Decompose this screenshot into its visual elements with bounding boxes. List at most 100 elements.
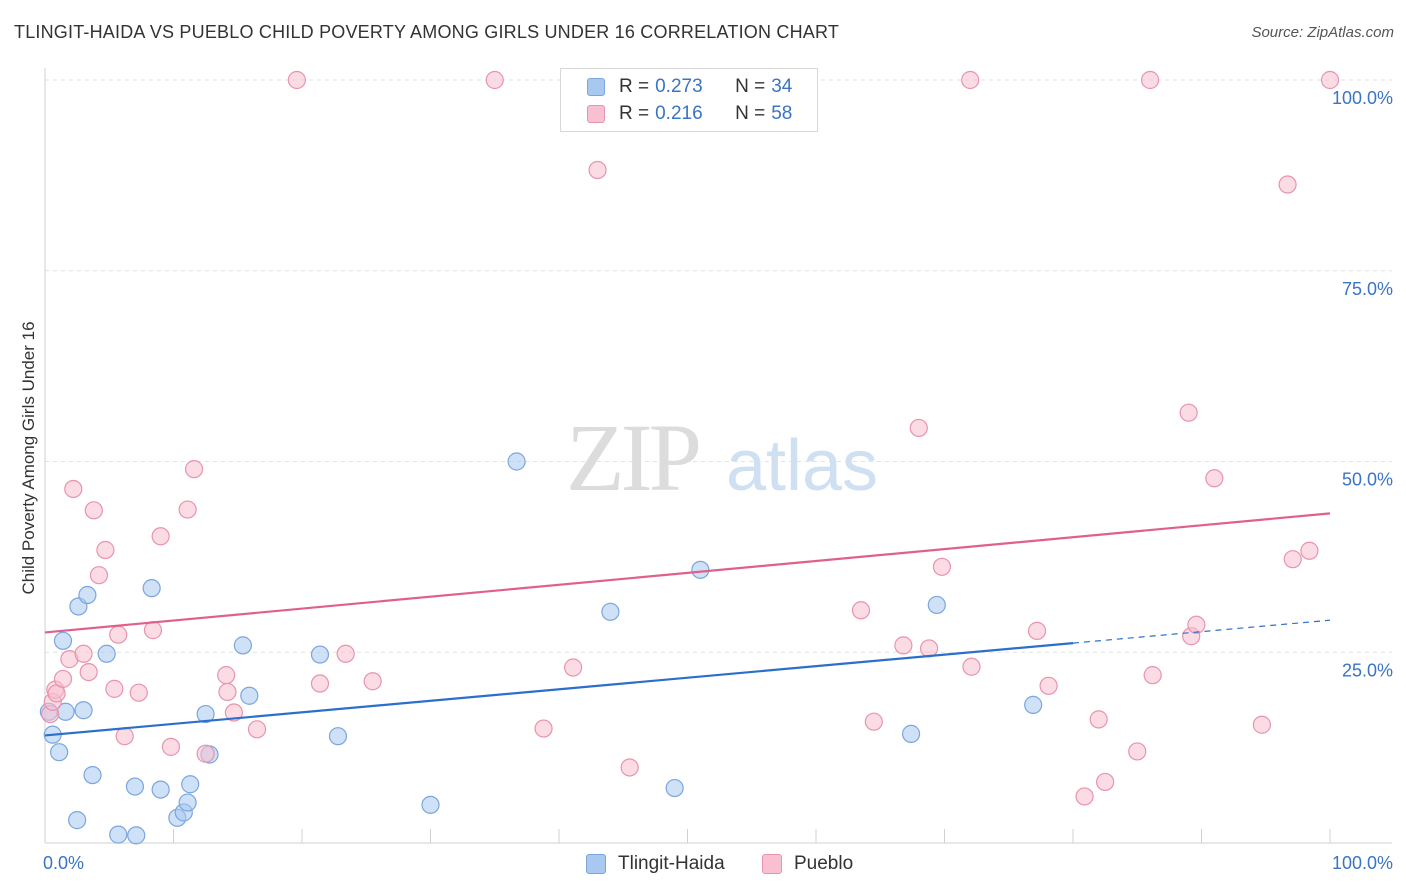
data-point <box>1089 710 1108 729</box>
bottom-legend-tlingit-haida: Tlingit-Haida <box>586 852 725 876</box>
data-point <box>151 780 170 799</box>
legend-r-label: R = <box>619 103 650 124</box>
data-point <box>74 701 93 720</box>
data-point <box>421 795 440 814</box>
data-point <box>691 560 710 579</box>
legend-n-value: 58 <box>771 103 793 124</box>
trend-lines <box>44 512 1331 737</box>
data-point <box>1179 403 1198 422</box>
data-point <box>143 621 163 640</box>
data-point <box>178 793 197 812</box>
data-point <box>1039 676 1058 695</box>
data-point <box>932 557 952 576</box>
series-pueblo <box>41 70 1340 806</box>
chart-title: TLINGIT-HAIDA VS PUEBLO CHILD POVERTY AM… <box>14 22 840 42</box>
data-point <box>927 595 946 615</box>
data-point <box>601 602 620 621</box>
data-point <box>1320 70 1340 90</box>
data-point <box>105 679 124 698</box>
stats-legend: R = 0.273 N = 34 R = 0.216 N = 58 <box>560 68 818 132</box>
y-tick-label: 50.0% <box>1342 470 1393 490</box>
data-point <box>79 662 98 682</box>
data-point <box>961 70 980 90</box>
x-tick-label: 100.0% <box>1332 853 1393 873</box>
y-axis-label: Child Poverty Among Girls Under 16 <box>19 321 38 594</box>
data-point <box>1205 469 1224 488</box>
bottom-legend-swatch-pueblo <box>762 854 782 874</box>
data-point <box>287 70 306 90</box>
data-point <box>127 826 146 845</box>
bottom-legend-label: Pueblo <box>794 853 854 874</box>
data-point <box>217 666 236 685</box>
data-point <box>1024 695 1043 714</box>
legend-r-label: R = <box>619 76 650 97</box>
data-point <box>620 758 639 777</box>
y-tick-label: 25.0% <box>1342 660 1393 680</box>
data-point <box>485 70 504 90</box>
data-point <box>161 737 181 756</box>
data-point <box>1075 787 1094 806</box>
legend-r-value: 0.216 <box>655 103 703 124</box>
trend-line <box>44 641 1074 737</box>
data-point <box>233 636 252 655</box>
data-point <box>1096 772 1115 792</box>
legend-row-tlingit-haida: R = 0.273 N = 34 <box>587 75 792 99</box>
trend-line <box>44 512 1331 634</box>
data-point <box>53 631 73 650</box>
data-point <box>196 704 215 724</box>
bottom-legend-swatch-tlingit-haida <box>586 854 606 874</box>
x-tick-label: 0.0% <box>43 853 84 873</box>
data-point <box>196 744 215 763</box>
data-point <box>1027 621 1047 640</box>
legend-r-value: 0.273 <box>655 76 703 97</box>
y-tick-label: 100.0% <box>1332 88 1393 108</box>
data-point <box>96 540 115 560</box>
data-points <box>39 70 1340 845</box>
data-point <box>1140 70 1160 90</box>
data-point <box>109 825 128 844</box>
data-point <box>901 724 921 743</box>
data-point <box>1143 666 1162 685</box>
data-point <box>909 418 928 438</box>
data-point <box>224 703 243 722</box>
data-point <box>1283 550 1302 569</box>
legend-row-pueblo: R = 0.216 N = 58 <box>587 102 792 126</box>
watermark: ZIP atlas <box>566 404 878 511</box>
data-point <box>89 566 109 585</box>
data-point <box>181 775 200 794</box>
watermark-atlas: atlas <box>726 426 878 506</box>
data-point <box>1128 742 1147 761</box>
data-point <box>74 644 93 663</box>
data-point <box>864 712 883 731</box>
data-point <box>665 778 684 798</box>
legend-swatch-pueblo <box>587 105 605 123</box>
y-tick-label: 75.0% <box>1342 279 1393 299</box>
data-point <box>83 765 102 785</box>
data-point <box>962 657 981 676</box>
data-point <box>50 743 69 762</box>
data-point <box>310 645 330 664</box>
data-point <box>328 727 348 746</box>
data-point <box>53 669 73 689</box>
axes <box>44 68 1392 844</box>
watermark-zip: ZIP <box>566 404 699 511</box>
data-point <box>78 585 97 605</box>
data-point <box>894 636 913 655</box>
data-point <box>129 683 148 702</box>
data-point <box>125 777 145 796</box>
data-point <box>363 672 382 691</box>
grid-lines <box>45 79 1392 653</box>
data-point <box>507 452 526 471</box>
data-point <box>1300 541 1319 560</box>
legend-swatch-tlingit-haida <box>587 78 605 96</box>
data-point <box>534 719 553 738</box>
data-point <box>184 460 204 479</box>
legend-n-value: 34 <box>771 76 793 97</box>
data-point <box>247 720 267 739</box>
data-point <box>1278 175 1297 194</box>
source-label: Source: ZipAtlas.com <box>1251 24 1394 41</box>
tick-labels: 25.0% 50.0% 75.0% 100.0% 0.0% 100.0% <box>43 88 1393 873</box>
legend-n-label: N = <box>735 103 766 124</box>
data-point <box>218 682 237 702</box>
bottom-legend-label: Tlingit-Haida <box>618 853 725 874</box>
